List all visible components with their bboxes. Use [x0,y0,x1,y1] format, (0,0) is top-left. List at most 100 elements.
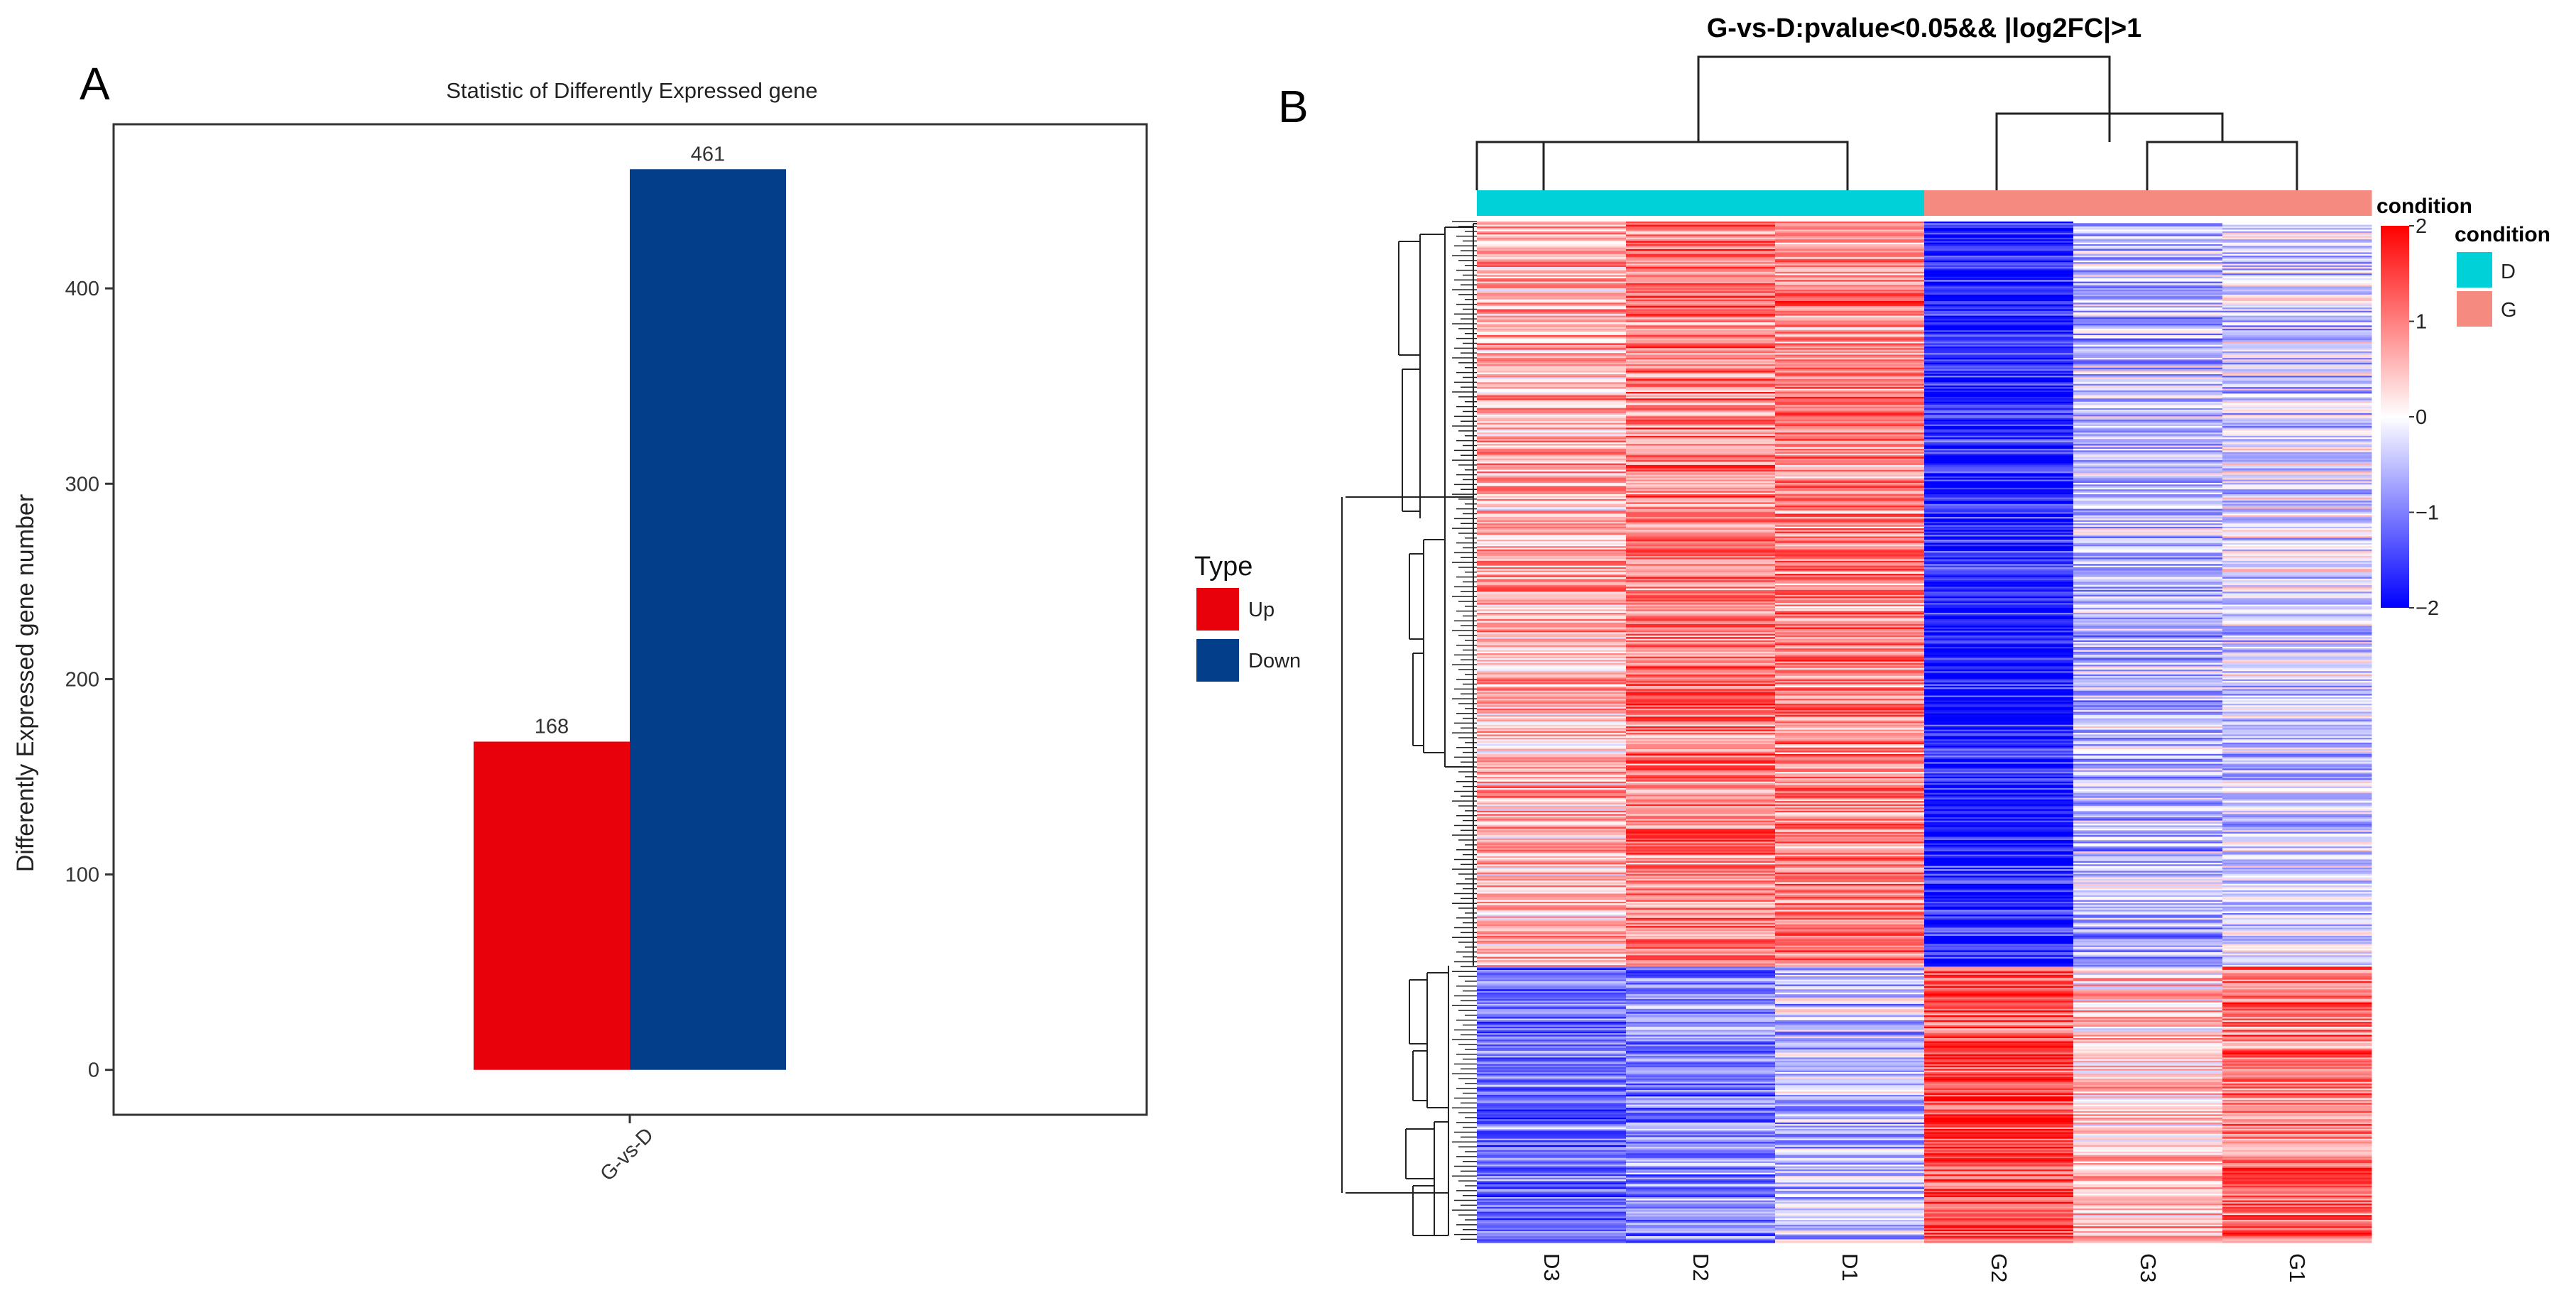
heatmap-cell [2222,1239,2372,1242]
condition-cell [1626,190,1776,216]
heatmap-cell [2073,348,2223,351]
heatmap-cell [2222,439,2372,442]
heatmap-cell [1775,263,1925,266]
heatmap-cell [1626,787,1776,790]
heatmap-cell [1477,733,1627,736]
heatmap-column-labels: D3 D2 D1 G2 G3 G1 [1539,1253,2310,1282]
heatmap-cell [2073,1022,2223,1024]
heatmap-cell [1626,1093,1776,1096]
heatmap-cell [1626,476,1776,479]
heatmap-cell [2073,536,2223,539]
heatmap-cell [2073,833,2223,836]
heatmap-cell [1775,679,1925,682]
heatmap-cell [2222,528,2372,530]
heatmap-cell [2222,564,2372,567]
heatmap-cell [2222,989,2372,992]
heatmap-cell [1924,1052,2074,1055]
heatmap-cell [1924,383,2074,386]
heatmap-cell [1626,711,1776,714]
heatmap-cell [1477,854,1627,857]
heatmap-cell [1924,633,2074,636]
heatmap-cell [1626,806,1776,808]
heatmap-cell [1775,429,1925,432]
bar-legend: Type Up Down [1194,552,1301,682]
heatmap-cell [1924,826,2074,829]
heatmap-cell [1924,460,2074,462]
heatmap-cell [1477,531,1627,534]
heatmap-cell [1924,574,2074,576]
heatmap-cell [1775,508,1925,511]
heatmap-cell [1775,278,1925,280]
heatmap-cell [1775,1192,1925,1195]
heatmap-cell [1477,487,1627,490]
heatmap-cell [2073,1164,2223,1167]
heatmap-cell [1775,1064,1925,1066]
heatmap-cell [1626,1096,1776,1099]
heatmap-cell [1924,738,2074,740]
heatmap-cell [1775,1047,1925,1050]
heatmap-cell [1775,369,1925,371]
heatmap-cell [2073,241,2223,244]
heatmap-cell [1626,804,1776,807]
heatmap-cell [1477,271,1627,274]
heatmap-cell [2073,247,2223,250]
heatmap-cell [1924,1098,2074,1101]
heatmap-cell [1924,1174,2074,1177]
heatmap-cell [1626,844,1776,847]
heatmap-cell [2073,393,2223,396]
heatmap-cell [1924,445,2074,448]
heatmap-cell [1626,616,1776,618]
heatmap-cell [1775,1005,1925,1008]
heatmap-cell [1477,1051,1627,1054]
heatmap-cell [2222,393,2372,396]
heatmap-cell [1775,676,1925,679]
heatmap-cell [1626,1179,1776,1182]
heatmap-cell [2222,1044,2372,1047]
heatmap-cell [2222,256,2372,258]
heatmap-cell [2073,1101,2223,1103]
heatmap-cell [2222,1204,2372,1206]
heatmap-cell [1775,354,1925,357]
heatmap-cell [2073,1177,2223,1180]
heatmap-cell [1924,1088,2074,1091]
heatmap-cell [1775,544,1925,547]
heatmap-cell [2073,432,2223,435]
heatmap-cell [2073,633,2223,636]
heatmap-cell [2073,1182,2223,1185]
heatmap-cell [2073,1189,2223,1191]
heatmap-cell [1626,623,1776,626]
heatmap-cell [1924,354,2074,357]
heatmap-cell [1924,267,2074,269]
heatmap-cell [1477,1218,1627,1221]
heatmap-cell [1775,513,1925,516]
heatmap-cell [1477,638,1627,641]
heatmap-cell [1626,528,1776,530]
heatmap-cell [1477,521,1627,524]
heatmap-cell [1626,388,1776,391]
heatmap-cell [2073,332,2223,334]
heatmap-cell [1477,1114,1627,1117]
heatmap-cell [1775,463,1925,466]
heatmap-cell [1924,430,2074,433]
heatmap-cell [2073,260,2223,263]
heatmap-cell [2073,956,2223,959]
heatmap-cell [1775,427,1925,430]
heatmap-cell [1477,530,1627,533]
heatmap-cell [1924,1235,2074,1238]
heatmap-cell [2073,1137,2223,1140]
heatmap-cell [1477,667,1627,670]
heatmap-cell [2222,1205,2372,1208]
heatmap-cell [2073,1085,2223,1088]
heatmap-cell [1626,1190,1776,1193]
heatmap-cell [2073,705,2223,708]
heatmap-cell [1477,983,1627,986]
heatmap-cell [2073,632,2223,635]
heatmap-cell [2222,729,2372,732]
heatmap-cell [1626,920,1776,922]
heatmap-cell [1626,440,1776,443]
heatmap-cell [2222,995,2372,998]
heatmap-cell [2073,1211,2223,1214]
heatmap-cell [1775,628,1925,631]
heatmap-cell [2073,473,2223,476]
heatmap-cell [1626,695,1776,698]
